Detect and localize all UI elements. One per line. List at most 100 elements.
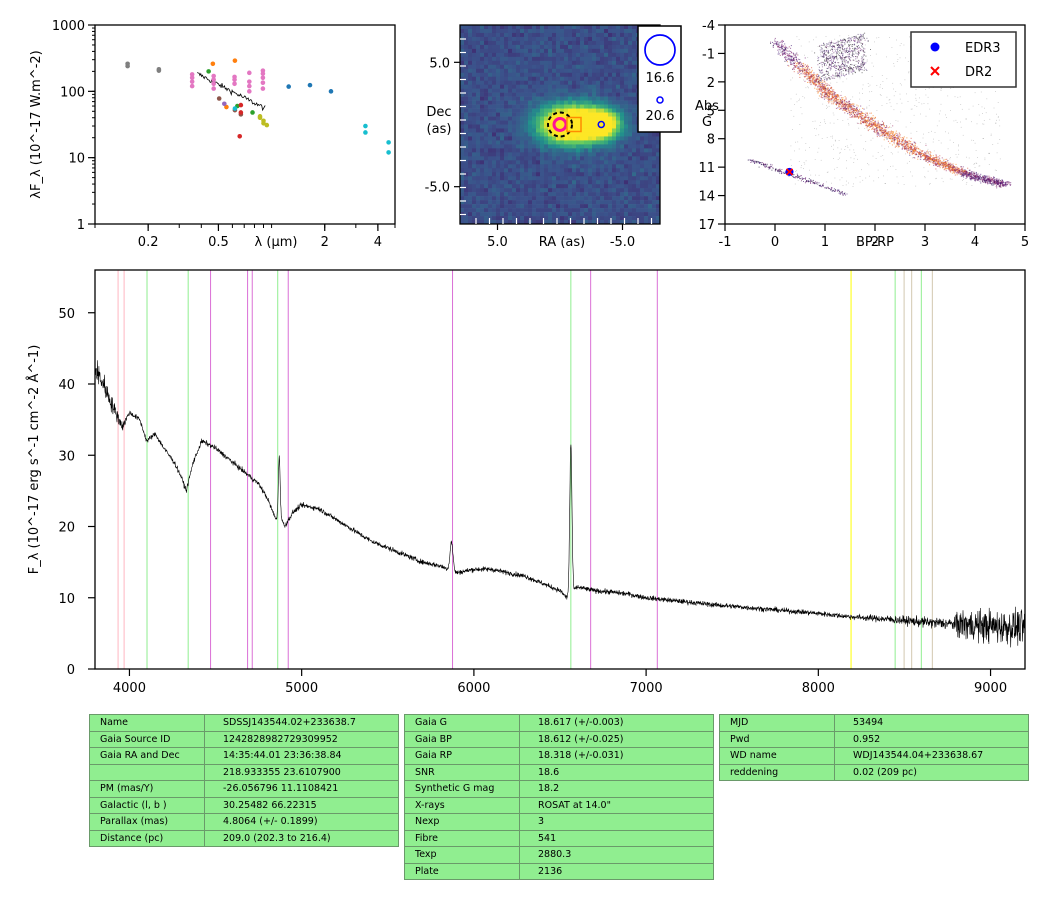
image-pixel [648,156,653,161]
image-pixel [512,140,517,145]
image-pixel [568,25,573,30]
hr-point [866,122,868,124]
image-pixel [468,56,473,62]
image-pixel [604,144,609,149]
hr-point [840,105,842,107]
hr-point [991,184,993,186]
image-pixel [540,152,545,157]
image-pixel [564,64,569,70]
image-pixel [520,60,525,66]
image-pixel [552,216,557,221]
image-pixel [620,88,625,93]
hr-point [854,108,856,110]
image-pixel [576,84,581,89]
image-pixel [480,56,485,62]
hr-point [786,53,788,55]
image-pixel [576,164,581,169]
hr-point [826,97,828,99]
image-pixel [580,160,585,165]
hr-point [968,174,970,176]
hr-point [851,103,853,105]
hr-point [844,102,846,104]
image-pixel [500,212,505,217]
image-pixel [520,84,525,89]
image-pixel [476,68,481,74]
image-pixel [588,52,593,58]
hr-point [900,143,902,145]
image-pixel [504,36,509,42]
image-pixel [480,184,485,189]
image-pixel [524,108,529,113]
hr-point [790,59,792,61]
hr-point [915,148,917,150]
hr-point [897,134,899,136]
image-pixel [536,144,541,149]
image-pixel [576,68,581,74]
image-pixel [512,216,517,221]
sed-point [247,79,252,84]
image-pixel [556,192,561,197]
image-pixel [512,116,517,121]
image-pixel [620,200,625,205]
image-pixel [612,132,617,137]
hr-point [788,46,790,48]
hr-point [800,69,802,71]
sed-point [125,61,130,67]
image-pixel [548,200,553,205]
image-pixel [480,176,485,181]
hr-point [780,45,782,47]
image-pixel [628,160,633,165]
image-pixel [476,100,481,105]
image-pixel [484,52,489,58]
image-pixel [532,100,537,105]
hr-density [747,32,1012,196]
image-pixel [656,208,661,213]
image-pixel [536,156,541,161]
hr-point [904,146,906,148]
hr-point [841,99,843,101]
image-pixel [572,88,577,93]
image-pixel [552,176,557,181]
image-pixel [564,172,569,177]
hr-point [902,137,904,139]
image-pixel [520,108,525,113]
image-pixel [556,72,561,78]
hr-point [853,116,855,118]
hr-point [781,50,783,52]
image-pixel [580,92,585,97]
image-pixel [476,156,481,161]
image-pixel [632,196,637,201]
hr-point [919,155,921,157]
image-pixel [568,92,573,97]
image-pixel [604,28,609,34]
image-pixel [536,112,541,117]
image-pixel [504,120,509,125]
image-pixel [484,84,489,89]
image-pixel [616,108,621,113]
hr-point [788,58,790,60]
image-pixel [560,100,565,105]
hr-point [944,164,946,166]
hr-point [903,141,905,143]
hr-point [997,182,999,184]
image-pixel [480,32,485,38]
hr-point [921,150,923,152]
hr-point [977,176,979,178]
image-pixel [556,212,561,217]
image-pixel [600,128,605,133]
image-pixel [608,32,613,38]
hr-point [997,183,999,185]
hr-point [936,165,938,167]
image-pixel [572,112,577,117]
image-pixel [576,196,581,201]
hr-point [981,180,983,182]
image-pixel [540,112,545,117]
hr-point [861,117,863,119]
hr-point [845,97,847,99]
image-pixel [640,164,645,169]
image-pixel [528,96,533,101]
image-pixel [628,192,633,197]
image-pixel [504,60,509,66]
image-pixel [560,60,565,66]
image-pixel [560,172,565,177]
